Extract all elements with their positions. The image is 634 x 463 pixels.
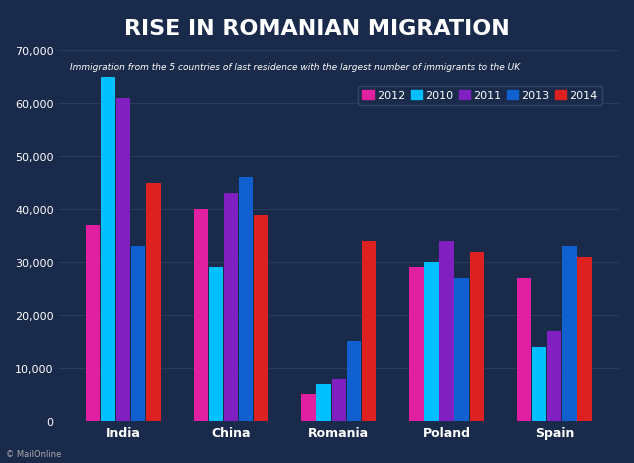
Bar (146, 183, 160, 421)
Bar (131, 247, 145, 421)
Bar (239, 178, 253, 421)
Legend: 2012, 2010, 2011, 2013, 2014: 2012, 2010, 2011, 2013, 2014 (358, 87, 602, 106)
Text: RISE IN ROMANIAN MIGRATION: RISE IN ROMANIAN MIGRATION (124, 19, 510, 38)
Bar (332, 379, 346, 421)
Bar (439, 241, 454, 421)
Text: Immigration from the 5 countries of last residence with the largest number of im: Immigration from the 5 countries of last… (70, 63, 520, 71)
Bar (193, 210, 208, 421)
Bar (547, 331, 562, 421)
Bar (347, 342, 361, 421)
Bar (316, 384, 331, 421)
Bar (254, 215, 268, 421)
Bar (578, 257, 592, 421)
Bar (362, 241, 376, 421)
Bar (424, 263, 439, 421)
Bar (86, 225, 100, 421)
Bar (409, 268, 424, 421)
Bar (470, 252, 484, 421)
Bar (562, 247, 576, 421)
Bar (116, 99, 131, 421)
Bar (101, 78, 115, 421)
Bar (209, 268, 223, 421)
Text: © MailOnline: © MailOnline (6, 450, 61, 458)
Bar (301, 394, 316, 421)
Bar (224, 194, 238, 421)
Bar (532, 347, 547, 421)
Bar (517, 278, 531, 421)
Bar (455, 278, 469, 421)
